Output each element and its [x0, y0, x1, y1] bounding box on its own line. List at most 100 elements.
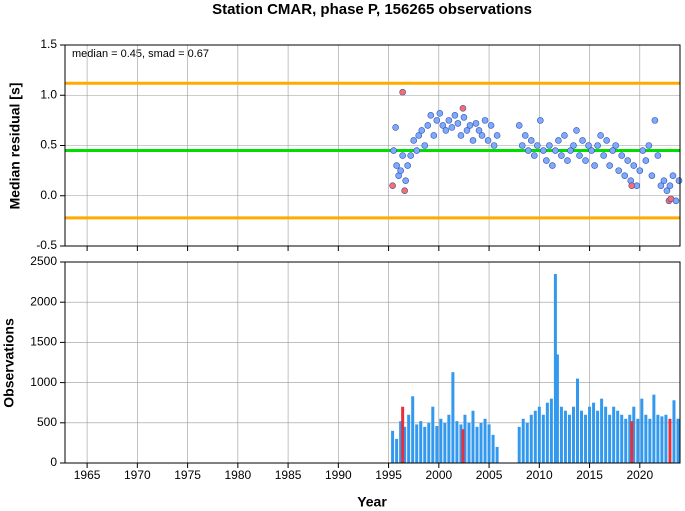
point [597, 132, 604, 139]
point [657, 182, 665, 189]
point [564, 157, 571, 164]
bar [537, 406, 541, 463]
annotation: median = 0.45, smad = 0.67 [72, 48, 209, 60]
x-tick-label: 1990 [325, 468, 352, 482]
bar [411, 396, 415, 463]
point [675, 177, 683, 184]
x-tick-label: 2020 [626, 468, 653, 482]
bar [620, 414, 624, 463]
bar [491, 434, 495, 463]
bar [608, 414, 612, 463]
point [424, 122, 432, 129]
bar [592, 402, 596, 463]
bar [588, 406, 592, 463]
point [609, 147, 616, 154]
bar [423, 426, 427, 463]
bar [451, 372, 455, 463]
x-tick-label: 1975 [174, 468, 201, 482]
point [669, 172, 677, 179]
point [585, 142, 592, 149]
y-axis-label: Observations [1, 318, 17, 408]
y-tick-label: 1.5 [40, 37, 57, 51]
bar [479, 422, 483, 463]
bar [630, 421, 634, 463]
point [457, 132, 465, 139]
point [469, 137, 477, 144]
point [642, 157, 650, 164]
bar [529, 414, 533, 463]
y-tick-label: 500 [37, 415, 57, 429]
point [515, 122, 523, 129]
point [518, 142, 526, 149]
point [567, 147, 574, 154]
point [549, 162, 556, 169]
point [413, 147, 421, 154]
bar [471, 410, 475, 463]
bar [571, 406, 575, 463]
point [478, 132, 486, 139]
point [555, 137, 562, 144]
bar [672, 400, 676, 463]
bar [580, 410, 584, 463]
bar [487, 424, 491, 463]
bar [495, 446, 499, 463]
point [397, 167, 404, 174]
x-tick-label: 2010 [526, 468, 553, 482]
bar [604, 406, 608, 463]
point [666, 182, 674, 189]
y-tick-label: 1000 [30, 375, 57, 389]
point [624, 157, 632, 164]
point [594, 142, 601, 149]
point [389, 182, 396, 189]
point [399, 152, 406, 159]
point [401, 187, 408, 195]
y-axis-label: Median residual [s] [7, 83, 23, 210]
bar [567, 414, 571, 463]
x-axis-label: Year [357, 494, 387, 510]
point [530, 152, 538, 159]
point [645, 142, 653, 149]
point [472, 120, 480, 127]
point [392, 124, 399, 131]
point [418, 127, 426, 134]
bar [559, 406, 563, 463]
point [466, 122, 474, 129]
point [421, 142, 429, 149]
y-tick-label: 0.5 [40, 138, 57, 152]
point [415, 132, 423, 139]
y-tick-label: 1.0 [40, 87, 57, 101]
point [475, 127, 483, 134]
point [439, 122, 447, 129]
point [636, 167, 644, 174]
point [521, 132, 529, 139]
bar [467, 422, 471, 463]
point [445, 117, 453, 124]
bar [576, 378, 579, 463]
point [573, 127, 580, 134]
y-tick-label: 0 [50, 455, 57, 469]
bar [463, 414, 467, 463]
bar [624, 418, 628, 463]
x-tick-label: 1965 [74, 468, 101, 482]
bar [475, 426, 479, 463]
point [546, 142, 553, 149]
bar [555, 354, 559, 463]
x-tick-label: 2005 [476, 468, 503, 482]
point [534, 142, 541, 149]
bar [517, 426, 521, 463]
point [459, 105, 467, 112]
point [484, 137, 492, 144]
bar [435, 426, 439, 463]
bar [616, 410, 620, 463]
point [612, 142, 619, 149]
point [576, 152, 583, 159]
x-tick-label: 2015 [576, 468, 603, 482]
bar [533, 410, 537, 463]
bar [648, 418, 652, 463]
point [404, 162, 411, 169]
point [667, 195, 675, 203]
point [487, 122, 495, 129]
point [540, 147, 547, 154]
